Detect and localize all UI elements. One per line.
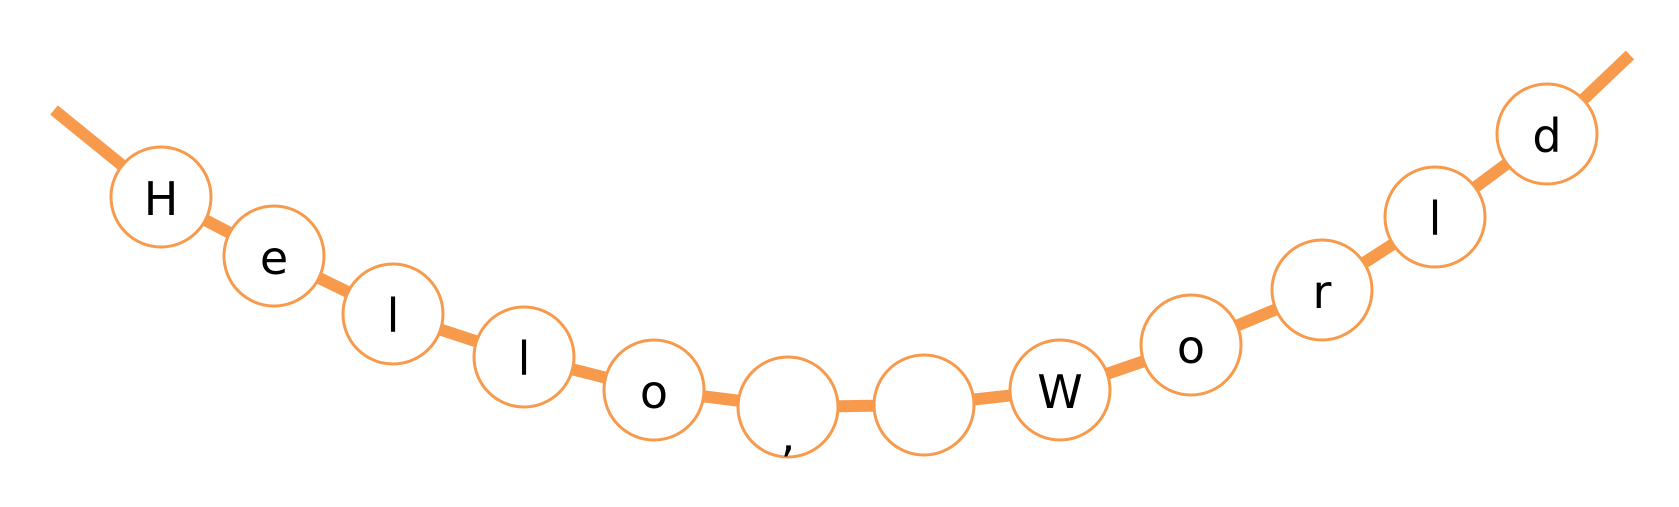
bead-letter: e xyxy=(260,231,288,285)
bead-circle xyxy=(736,355,840,459)
bead-circle xyxy=(602,338,706,442)
bead-circle xyxy=(1495,82,1599,186)
bead-letter: W xyxy=(1037,365,1082,419)
bead: W xyxy=(1008,338,1112,442)
bead-letter: o xyxy=(1177,320,1205,374)
bead-circle xyxy=(1270,238,1374,342)
bead-group: He l l o, Wo r l d xyxy=(109,82,1599,462)
bead: l xyxy=(1383,165,1487,269)
bead-letter: o xyxy=(640,365,668,419)
bead-circle xyxy=(1139,293,1243,397)
bead-circle xyxy=(872,353,976,457)
bead: r xyxy=(1270,238,1374,342)
bead xyxy=(872,353,976,457)
bead-letter: , xyxy=(781,408,796,462)
bead-circle xyxy=(1383,165,1487,269)
bead: l xyxy=(341,262,445,366)
bead-circle xyxy=(222,204,326,308)
bead: , xyxy=(736,355,840,462)
bead: e xyxy=(222,204,326,308)
bead-letter: d xyxy=(1532,109,1561,163)
bead-circle xyxy=(1008,338,1112,442)
bead: l xyxy=(472,305,576,409)
bead: o xyxy=(1139,293,1243,397)
bead: d xyxy=(1495,82,1599,186)
bead-circle xyxy=(341,262,445,366)
bead-letter: l xyxy=(518,332,531,386)
bead-circle xyxy=(472,305,576,409)
bead-letter: r xyxy=(1313,265,1332,319)
bead-letter: H xyxy=(144,172,179,226)
bead: H xyxy=(109,145,213,249)
bead-letter: l xyxy=(387,289,400,343)
bead-circle xyxy=(109,145,213,249)
bead-letter: l xyxy=(1429,192,1442,246)
bead: o xyxy=(602,338,706,442)
